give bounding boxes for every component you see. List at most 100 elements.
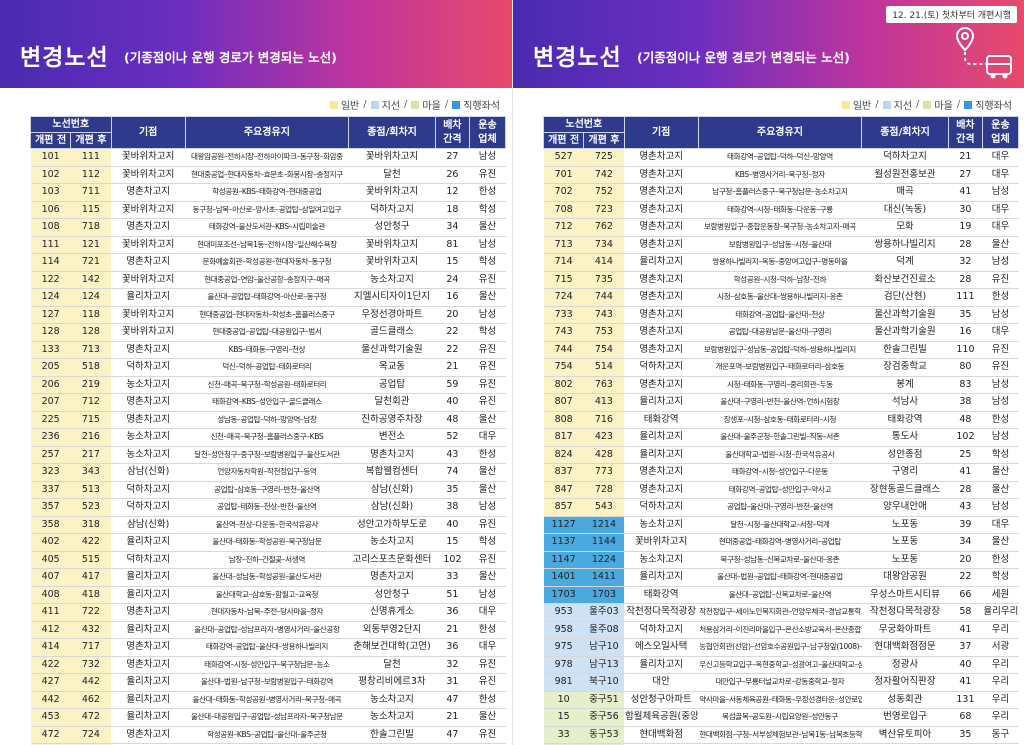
cell-route-after: 744 [583, 288, 625, 307]
cell-origin: 꽃바위차고지 [111, 148, 186, 167]
legend-label: 일반 [852, 101, 872, 112]
cell-route-after: 718 [70, 218, 112, 237]
cell-route-before: 978 [543, 656, 584, 674]
cell-terminal: 골드클래스 [348, 323, 436, 342]
cell-origin: 율리차고지 [111, 708, 186, 727]
cell-route-before: 1703 [543, 586, 584, 604]
cell-origin: 율리차고지 [624, 568, 699, 587]
cell-route-after: 734 [583, 236, 625, 254]
cell-via-stops: 울산대학교–법원–시청–한국석유공사 [698, 446, 862, 464]
table-row: 128 128 꽃바위차고지 현대중공업–공업탑–대공원입구–범서 골드클래스 22 학성 [30, 323, 506, 342]
cell-company: 대우 [982, 166, 1019, 184]
cell-via-stops: 약사마을–서동체육공원–태화동–우정선경타운–성안로입구 [698, 691, 862, 709]
header-after: 개편 후 [583, 132, 625, 149]
cell-origin: 덕하차고지 [111, 481, 186, 499]
cell-terminal: 한솔그린빌 [861, 341, 949, 359]
cell-company: 울산 [469, 708, 506, 727]
cell-interval: 35 [948, 726, 983, 744]
cell-company: 남성 [982, 393, 1019, 412]
cell-terminal: 명촌차고지 [348, 446, 436, 464]
cell-company: 남성 [982, 428, 1019, 447]
cell-via-stops: 현대중공업–태화강역–병영사거리–공업탑 [698, 533, 862, 552]
cell-via-stops: 울산대–법원–남구청–보람병원입구–태화강역 [185, 673, 349, 692]
cell-terminal: 검단(산현) [861, 288, 949, 307]
table-row: 733 743 명촌차고지 태화강역–공업탑–울산대–천상 울산과학기술원 35 남성 [543, 306, 1019, 324]
cell-route-after: 중구51 [583, 691, 625, 709]
cell-interval: 68 [948, 708, 983, 727]
legend-separator: / [363, 99, 367, 110]
cell-via-stops: 달천–시청–울산대학교–서창–덕계 [698, 516, 862, 534]
table-row: 817 423 율리차고지 울산대–울주군청–한솔그린빌–직동–서촌 통도사 102 남성 [543, 428, 1019, 447]
cell-interval: 131 [948, 691, 983, 709]
cell-interval: 32 [948, 253, 983, 272]
cell-route-after: 423 [583, 428, 625, 447]
cell-company: 남성 [469, 306, 506, 324]
cell-company: 남성 [982, 183, 1019, 202]
cell-via-stops: 울산대–공업탑–신복교차로–울산역 [698, 586, 862, 604]
cell-route-before: 824 [543, 446, 584, 464]
legend-separator: / [875, 99, 879, 110]
cell-via-stops: 현대중공업–공업탑–대공원입구–범서 [185, 323, 349, 342]
cell-route-after: 343 [70, 463, 112, 482]
cell-terminal: 울산과학기술원 [348, 341, 436, 359]
cell-interval: 20 [435, 306, 470, 324]
cell-origin: 율리차고지 [111, 743, 186, 745]
table-row: 124 124 율리차고지 울산대–공업탑–태화강역–아산로–동구청 지엘시티자이1단지… [30, 288, 506, 307]
cell-terminal: 꽃바위차고지 [348, 183, 436, 202]
cell-company: 유진 [469, 358, 506, 377]
cell-route-after: 711 [70, 183, 112, 202]
table-row: 712 762 명촌차고지 보람병원입구–종합운동장–북구청–농소차고지–매곡 모화 19… [543, 218, 1019, 237]
table-row: 978남구13율리차고지우신고등학교입구–옥현중학교–성광여고–울산대학교–삼호… [543, 656, 1019, 674]
cell-origin: 명촌차고지 [111, 341, 186, 359]
page-title: 변경노선 [20, 45, 109, 71]
cell-route-before: 837 [543, 463, 584, 482]
cell-terminal: 지엘시티자이1단지 [348, 288, 436, 307]
table-row: 405 515 덕하차고지 남창–진하–간절곶–서생역 고리스포츠문화센터 102 유진 [30, 551, 506, 569]
cell-interval: 24 [435, 271, 470, 289]
cell-route-before: 127 [30, 306, 71, 324]
cell-origin: 태화강역 [624, 586, 699, 604]
cell-terminal: 삼남(신화) [348, 498, 436, 517]
cell-origin: 율리차고지 [624, 253, 699, 272]
cell-interval: 21 [435, 358, 470, 377]
cell-route-after: 112 [70, 166, 112, 184]
table-row: 337 513 덕하차고지 공업탑–삼호동–구영리–반천–울산역 삼남(신화) 35 울산 [30, 481, 506, 499]
cell-interval: 15 [435, 253, 470, 272]
map-route-icon [955, 26, 1012, 79]
header-interval-line1: 배차 [956, 119, 975, 131]
cell-interval: 40 [435, 516, 470, 534]
header-after: 개편 후 [70, 132, 112, 149]
cell-interval: 38 [948, 393, 983, 412]
cell-interval: 47 [435, 726, 470, 744]
cell-terminal: 춘해보건대학(고연) [348, 638, 436, 657]
cell-via-stops: 울산대학교–법원–덕하–온산공단–남창 [185, 743, 349, 745]
cell-route-after: 752 [583, 183, 625, 202]
cell-company: 남성 [982, 306, 1019, 324]
cell-origin: 꽃바위차고지 [111, 201, 186, 219]
cell-via-stops: 처용삼거리–이진리마을입구–온산소방교육서–온산종합행정복지센터 [698, 621, 862, 639]
cell-interval: 38 [435, 498, 470, 517]
cell-route-before: 206 [30, 376, 71, 394]
cell-origin: 명촌차고지 [111, 411, 186, 429]
cell-origin: 명촌차고지 [111, 183, 186, 202]
cell-via-stops: KBS–태화동–구영리–천상 [185, 341, 349, 359]
cell-company: 대우 [982, 218, 1019, 237]
cell-company: 울산 [469, 743, 506, 745]
cell-route-before: 128 [30, 323, 71, 342]
cell-route-after: 716 [583, 411, 625, 429]
cell-origin: 꽃바위차고지 [111, 323, 186, 342]
cell-route-before: 714 [543, 253, 584, 272]
cell-route-before: 701 [543, 166, 584, 184]
cell-company: 학성 [469, 533, 506, 552]
cell-route-after: 중구56 [583, 708, 625, 727]
table-row: 527 725 명촌차고지 태화강역–공업탑–덕하–덕신–망양역 덕하차고지 21 대우 [543, 148, 1019, 167]
table-row: 1127 1214 농소차고지 달천–시청–울산대학교–서창–덕계 노포동 39 대우 [543, 516, 1019, 534]
cell-company: 대우 [982, 148, 1019, 167]
cell-terminal: 성안청구 [348, 586, 436, 604]
cell-origin: 명촌차고지 [624, 288, 699, 307]
cell-route-before: 754 [543, 358, 584, 377]
cell-route-after: 216 [70, 428, 112, 447]
legend-swatch [411, 100, 420, 109]
cell-via-stops: 공업탑–삼호동–구영리–반천–울산역 [185, 481, 349, 499]
cell-origin: 꽃바위차고지 [111, 166, 186, 184]
